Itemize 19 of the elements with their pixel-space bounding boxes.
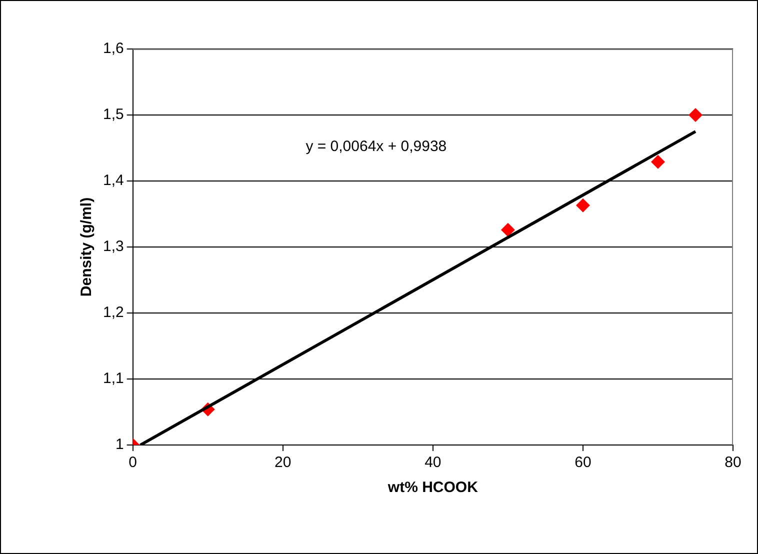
- x-tick-label: 20: [274, 454, 292, 472]
- y-tick-label: 1: [116, 436, 124, 454]
- x-tick-label: 40: [424, 454, 442, 472]
- annotation: y = 0,0064x + 0,9938: [306, 138, 447, 156]
- x-tick-label: 0: [128, 454, 138, 472]
- y-axis-title: Density (g/ml): [78, 197, 96, 297]
- y-tick-label: 1,3: [102, 238, 124, 256]
- point: [576, 198, 590, 212]
- x-tick-label: 60: [574, 454, 592, 472]
- point: [688, 108, 702, 122]
- x-tick-label: 80: [724, 454, 742, 472]
- point: [500, 222, 515, 237]
- x-axis-title: wt% HCOOK: [386, 479, 478, 496]
- y-tick-label: 1,1: [102, 370, 124, 388]
- point: [650, 154, 665, 169]
- y-tick-label: 1,4: [102, 172, 124, 190]
- y-tick-label: 1,6: [102, 40, 124, 58]
- y-tick-label: 1,5: [102, 106, 124, 124]
- y-tick-label: 1,2: [102, 304, 124, 322]
